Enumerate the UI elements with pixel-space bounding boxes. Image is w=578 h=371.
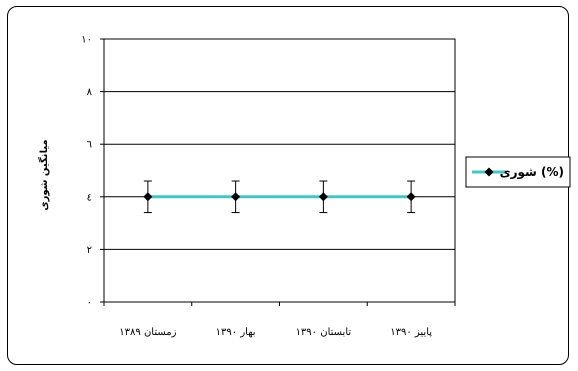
data-point-3: [406, 192, 416, 202]
y-tick-label-1: ۲: [87, 245, 92, 256]
x-tick-label-3: پاییز ۱۳۹۰: [390, 327, 432, 338]
y-axis-label: میانگین شوری: [37, 139, 50, 210]
data-point-1: [231, 192, 241, 202]
data-point-0: [143, 192, 153, 202]
plot-area: [103, 38, 456, 303]
y-tick-label-2: ٤: [87, 192, 92, 203]
y-tick-label-4: ۸: [87, 87, 93, 98]
y-tick-label-5: ۱۰: [81, 35, 92, 46]
x-tick-label-2: تابستان ۱۳۹۰: [296, 327, 352, 338]
x-tick-label-0: زمستان ۱۳۸۹: [119, 327, 176, 338]
legend: شوری (%): [465, 156, 571, 188]
legend-label: شوری (%): [500, 165, 564, 180]
legend-marker: [484, 167, 494, 177]
data-point-2: [318, 192, 328, 202]
x-tick-label-1: بهار ۱۳۹۰: [216, 327, 256, 338]
y-tick-label-0: ۰: [87, 298, 92, 309]
y-tick-label-3: ٦: [87, 140, 92, 151]
